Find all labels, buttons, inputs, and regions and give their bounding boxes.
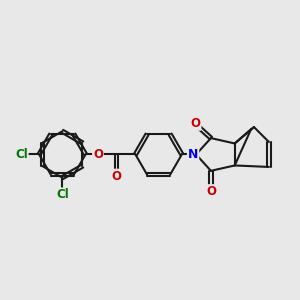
Text: N: N xyxy=(188,148,198,161)
Text: O: O xyxy=(93,148,103,161)
Text: Cl: Cl xyxy=(56,188,69,201)
Text: O: O xyxy=(206,185,216,198)
Text: O: O xyxy=(190,117,200,130)
Text: O: O xyxy=(111,170,122,183)
Text: Cl: Cl xyxy=(15,148,28,161)
